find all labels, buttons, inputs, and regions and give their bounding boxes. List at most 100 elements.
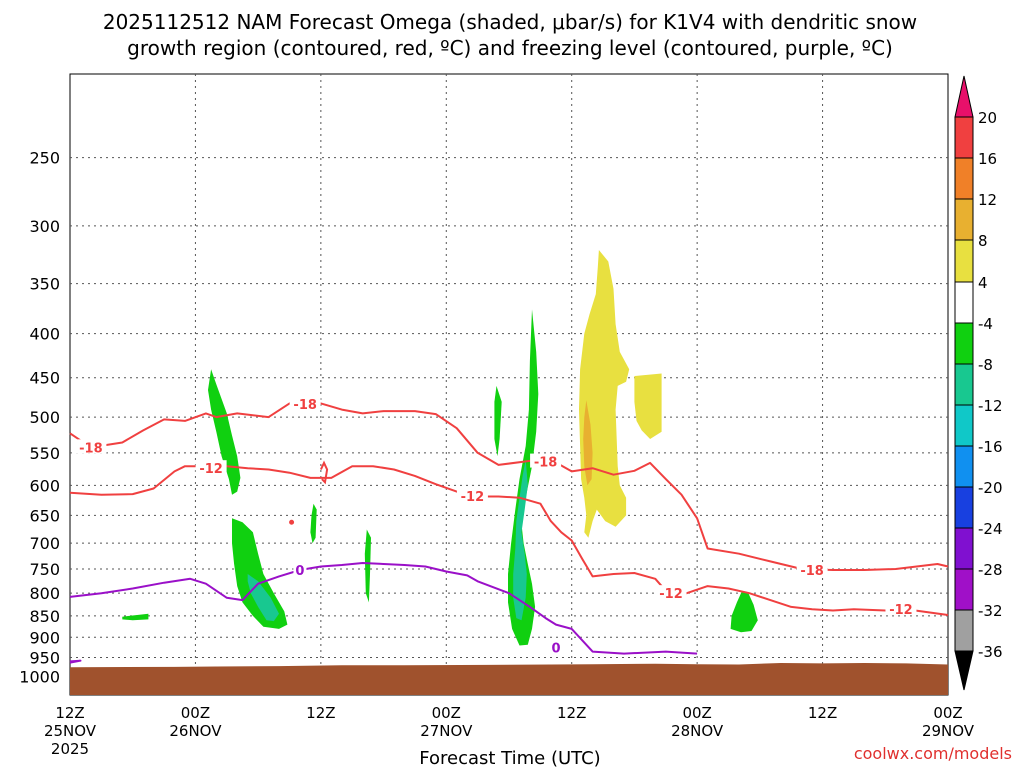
colorbar-label: -4 xyxy=(978,315,993,333)
colorbar-label: 12 xyxy=(978,191,997,209)
y-tick-label: 800 xyxy=(29,584,60,603)
y-tick-label: 650 xyxy=(29,506,60,525)
x-tick-label: 12Z xyxy=(557,704,586,722)
colorbar-label: -12 xyxy=(978,397,1003,415)
contour-label-freezing: 0 xyxy=(295,564,304,579)
omega-shaded-region xyxy=(122,613,149,621)
omega-shaded-region xyxy=(583,400,593,486)
colorbar-label: -16 xyxy=(978,438,1003,456)
contour-label-minus18-bg xyxy=(796,561,828,576)
colorbar-swatch xyxy=(954,568,974,611)
x-tick-label: 28NOV xyxy=(671,722,724,740)
colorbar-label: -20 xyxy=(978,479,1003,497)
contour-label-freezing-bg xyxy=(549,639,563,654)
y-tick-label: 600 xyxy=(29,476,60,495)
colorbar-label: 16 xyxy=(978,150,997,168)
colorbar-swatch xyxy=(954,116,974,159)
contour-label-minus18-bg xyxy=(289,396,321,411)
x-tick-label: 12Z xyxy=(55,704,84,722)
colorbar-swatch xyxy=(954,157,974,200)
contour-label-minus12-bg xyxy=(195,460,227,475)
omega-shaded-region xyxy=(232,518,288,629)
colorbar-label: -28 xyxy=(978,561,1003,579)
colorbar-label: -8 xyxy=(978,356,993,374)
contour-label-minus12: -12 xyxy=(199,462,223,477)
y-tick-label: 550 xyxy=(29,444,60,463)
y-tick-label: 250 xyxy=(29,149,60,168)
colorbar-swatch xyxy=(954,609,974,652)
colorbar-label: -24 xyxy=(978,520,1003,538)
colorbar-swatch xyxy=(954,404,974,447)
colorbar-label: -36 xyxy=(978,643,1003,661)
contour-label-minus18: -18 xyxy=(534,456,558,471)
contour-label-minus12: -12 xyxy=(889,603,913,618)
y-tick-label: 500 xyxy=(29,408,60,427)
y-axis-ticks: 250 300 350 400 450 500 550 600 650 700 750 800 850 9… xyxy=(19,149,60,687)
y-tick-label: 1000 xyxy=(19,668,60,687)
colorbar-top-arrow xyxy=(954,75,974,118)
x-tick-label: 26NOV xyxy=(169,722,222,740)
y-tick-label: 450 xyxy=(29,369,60,388)
x-tick-label: 25NOV xyxy=(44,722,97,740)
contour-label-minus18: -18 xyxy=(800,564,824,579)
dgz-minus18-contour xyxy=(69,402,949,571)
y-tick-label: 350 xyxy=(29,275,60,294)
y-tick-label: 400 xyxy=(29,325,60,344)
dgz-contour-fragment xyxy=(319,460,329,485)
contour-label-minus18-bg xyxy=(75,439,107,454)
dgz-minus12-contour xyxy=(69,465,949,616)
chart-title-line-1: 2025112512 NAM Forecast Omega (shaded, μ… xyxy=(103,10,917,34)
x-tick-label: 00Z xyxy=(432,704,461,722)
y-tick-label: 750 xyxy=(29,560,60,579)
source-credit[interactable]: coolwx.com/models xyxy=(854,744,1012,763)
colorbar-swatch xyxy=(954,445,974,488)
y-tick-label: 300 xyxy=(29,217,60,236)
colorbar: 20 16 12 8 4 -4 -8 -12 -16 -20 -24 -28 -32 -36 xyxy=(954,75,1003,691)
x-tick-label: 12Z xyxy=(808,704,837,722)
y-tick-label: 950 xyxy=(29,649,60,668)
x-tick-label: 00Z xyxy=(181,704,210,722)
colorbar-label: 8 xyxy=(978,232,988,250)
colorbar-swatch xyxy=(954,322,974,365)
omega-shaded-region xyxy=(364,529,371,603)
contour-label-minus12-bg xyxy=(456,487,488,502)
x-axis-title: Forecast Time (UTC) xyxy=(419,748,600,768)
contour-label-minus18: -18 xyxy=(79,441,103,456)
contour-label-minus12-bg xyxy=(655,585,687,600)
colorbar-label: 20 xyxy=(978,109,997,127)
colorbar-swatch xyxy=(954,239,974,283)
omega-shaded-region xyxy=(634,373,662,439)
colorbar-swatch xyxy=(954,198,974,241)
x-tick-label: 00Z xyxy=(933,704,962,722)
omega-shaded-region xyxy=(208,369,241,495)
y-tick-label: 700 xyxy=(29,534,60,553)
contour-label-minus18: -18 xyxy=(293,398,317,413)
chart-title-line-2: growth region (contoured, red, ºC) and f… xyxy=(127,36,893,60)
omega-shaded-region xyxy=(494,385,502,457)
plot-area: -18 -18 -18 -18 -12 -12 -12 -12 0 0 xyxy=(69,73,949,696)
freezing-level-contour xyxy=(69,562,698,655)
contour-label-minus12: -12 xyxy=(461,490,485,505)
colorbar-bottom-arrow xyxy=(954,650,974,691)
contour-label-freezing: 0 xyxy=(552,642,561,657)
contour-label-minus12: -12 xyxy=(659,587,683,602)
omega-shaded-region xyxy=(310,503,317,544)
x-tick-label: 00Z xyxy=(682,704,711,722)
y-tick-label: 850 xyxy=(29,607,60,626)
contour-label-minus18-bg xyxy=(530,453,562,468)
x-tick-label: 12Z xyxy=(306,704,335,722)
contour-label-minus12-bg xyxy=(885,601,917,616)
x-tick-label: 2025 xyxy=(51,740,89,758)
colorbar-label: -32 xyxy=(978,602,1003,620)
colorbar-swatch xyxy=(954,281,974,324)
contour-label-freezing-bg xyxy=(293,561,307,576)
ground-surface xyxy=(70,663,948,695)
dgz-contour-fragment xyxy=(289,519,295,525)
y-tick-label: 900 xyxy=(29,628,60,647)
colorbar-swatch xyxy=(954,486,974,529)
x-tick-label: 27NOV xyxy=(420,722,473,740)
colorbar-label: 4 xyxy=(978,274,988,292)
freezing-level-contour-fragment xyxy=(69,659,82,664)
